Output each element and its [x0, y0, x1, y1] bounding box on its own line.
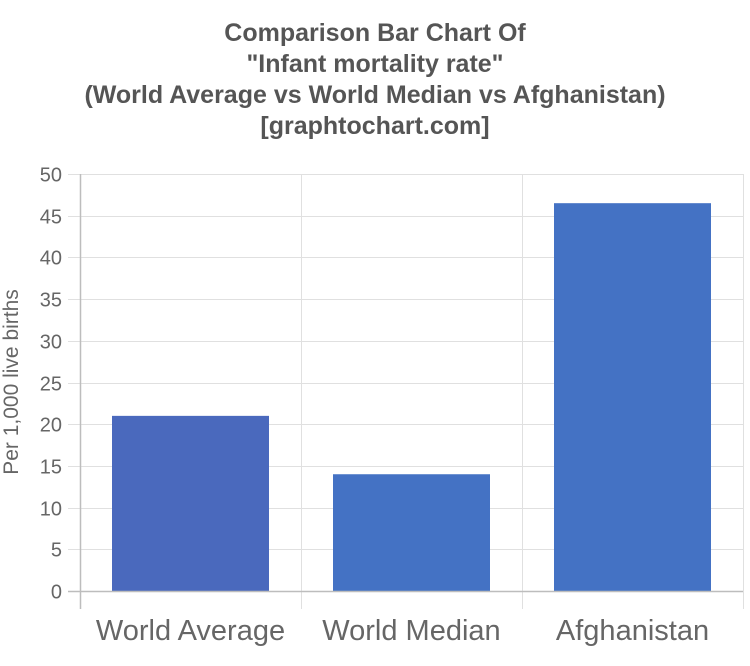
y-tick-label: 35 — [40, 290, 62, 312]
bar-world-median — [333, 474, 490, 591]
bar-afghanistan — [554, 203, 711, 591]
y-tick-label: 15 — [40, 457, 62, 479]
bar-world-average — [112, 415, 269, 591]
chart-title-line-2: "Infant mortality rate" — [246, 50, 504, 78]
y-tick-label: 40 — [40, 248, 62, 270]
y-tick-label: 45 — [40, 207, 62, 229]
labels-layer: 0 5 10 15 20 25 30 35 40 45 50 World Average World M… — [40, 165, 709, 648]
y-tick-label: 0 — [51, 582, 62, 604]
chart-title-line-1: Comparison Bar Chart Of — [224, 19, 526, 47]
chart-title-line-4: [graphtochart.com] — [260, 112, 490, 140]
y-tick-label: 25 — [40, 374, 62, 396]
axes-layer — [68, 174, 743, 609]
bars-layer — [112, 203, 711, 591]
y-tick-label: 20 — [40, 415, 62, 437]
x-category-label: World Median — [322, 615, 500, 647]
x-category-label: Afghanistan — [556, 615, 709, 647]
y-tick-label: 30 — [40, 332, 62, 354]
y-tick-label: 5 — [51, 540, 62, 562]
chart-title-line-3: (World Average vs World Median vs Afghan… — [84, 81, 666, 109]
y-axis-title: Per 1,000 live births — [0, 289, 23, 475]
y-tick-label: 50 — [40, 165, 62, 187]
x-category-label: World Average — [96, 615, 285, 647]
y-tick-label: 10 — [40, 499, 62, 521]
chart-title: Comparison Bar Chart Of "Infant mortalit… — [0, 18, 750, 142]
